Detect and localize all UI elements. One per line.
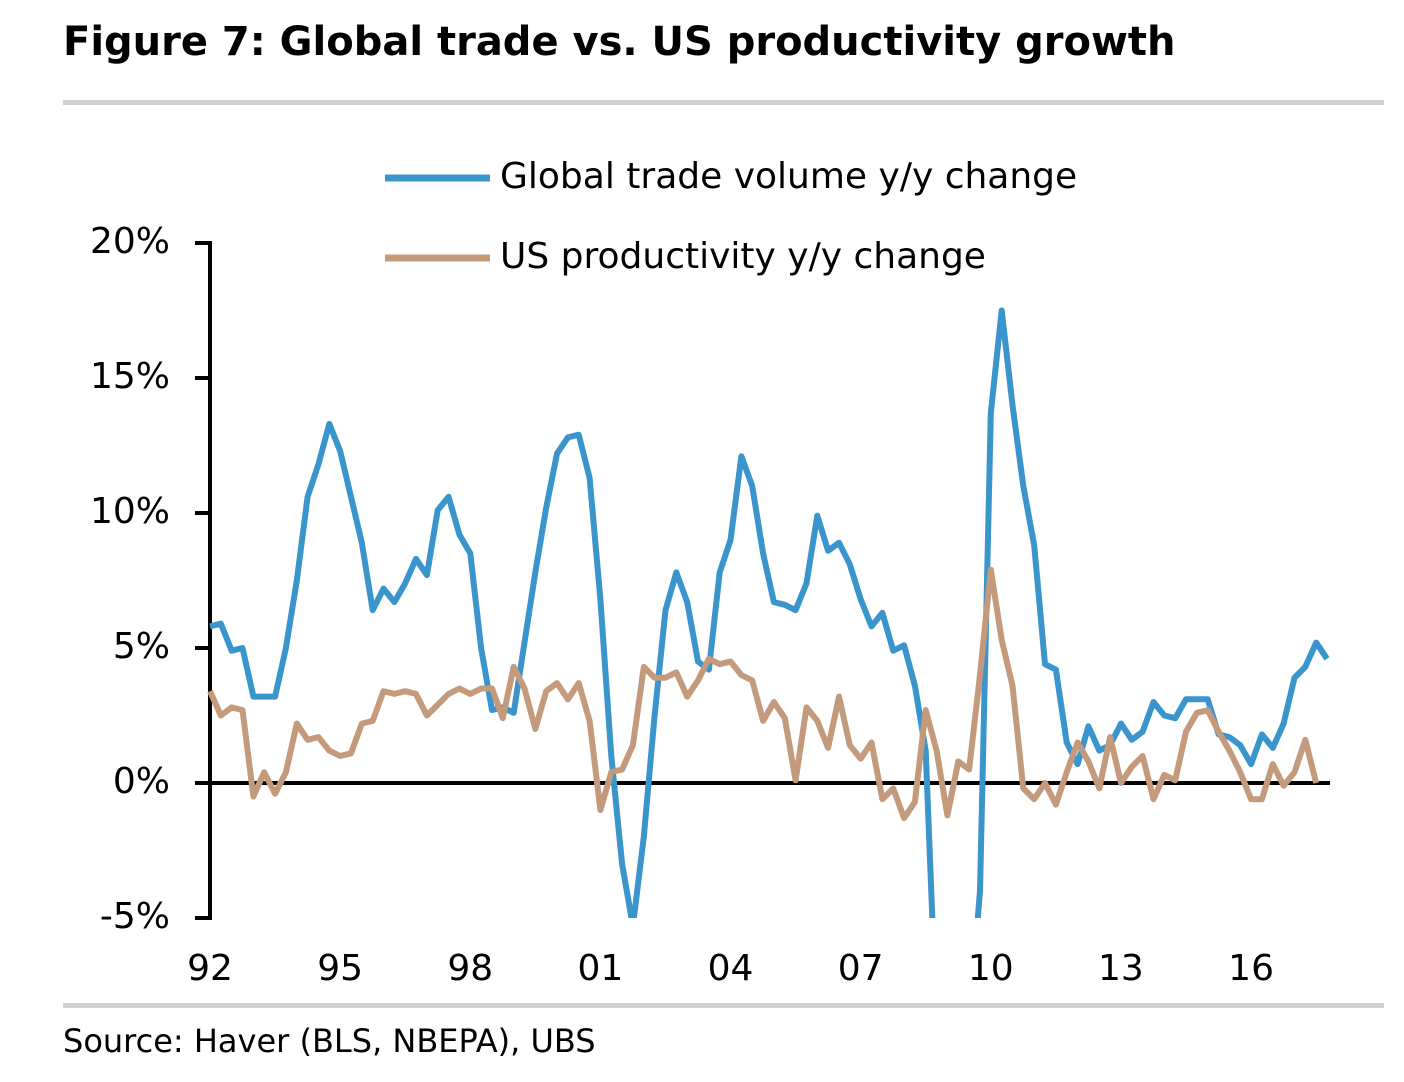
x-tick-label: 16	[1228, 948, 1274, 989]
x-tick-label: 95	[317, 948, 363, 989]
bottom-rule	[63, 1003, 1384, 1008]
x-tick-label: 04	[708, 948, 754, 989]
y-tick-label: 0%	[113, 761, 170, 802]
chart-title: Figure 7: Global trade vs. US productivi…	[63, 19, 1176, 65]
y-tick-label: 20%	[90, 221, 170, 262]
x-tick-label: 98	[447, 948, 493, 989]
series-line	[209, 307, 1330, 918]
y-tick-label: 10%	[90, 491, 170, 532]
top-rule	[63, 100, 1384, 105]
y-tick-label: -5%	[100, 896, 170, 937]
x-tick-label: 10	[968, 948, 1014, 989]
legend-label: Global trade volume y/y change	[500, 156, 1077, 197]
series-line	[207, 566, 1320, 822]
source-note: Source: Haver (BLS, NBEPA), UBS	[63, 1022, 596, 1060]
x-tick-label: 92	[187, 948, 233, 989]
y-tick-label: 15%	[90, 356, 170, 397]
y-tick-label: 5%	[113, 626, 170, 667]
x-tick-label: 07	[838, 948, 884, 989]
legend-label: US productivity y/y change	[500, 236, 986, 277]
x-tick-label: 13	[1098, 948, 1144, 989]
x-tick-label: 01	[578, 948, 624, 989]
